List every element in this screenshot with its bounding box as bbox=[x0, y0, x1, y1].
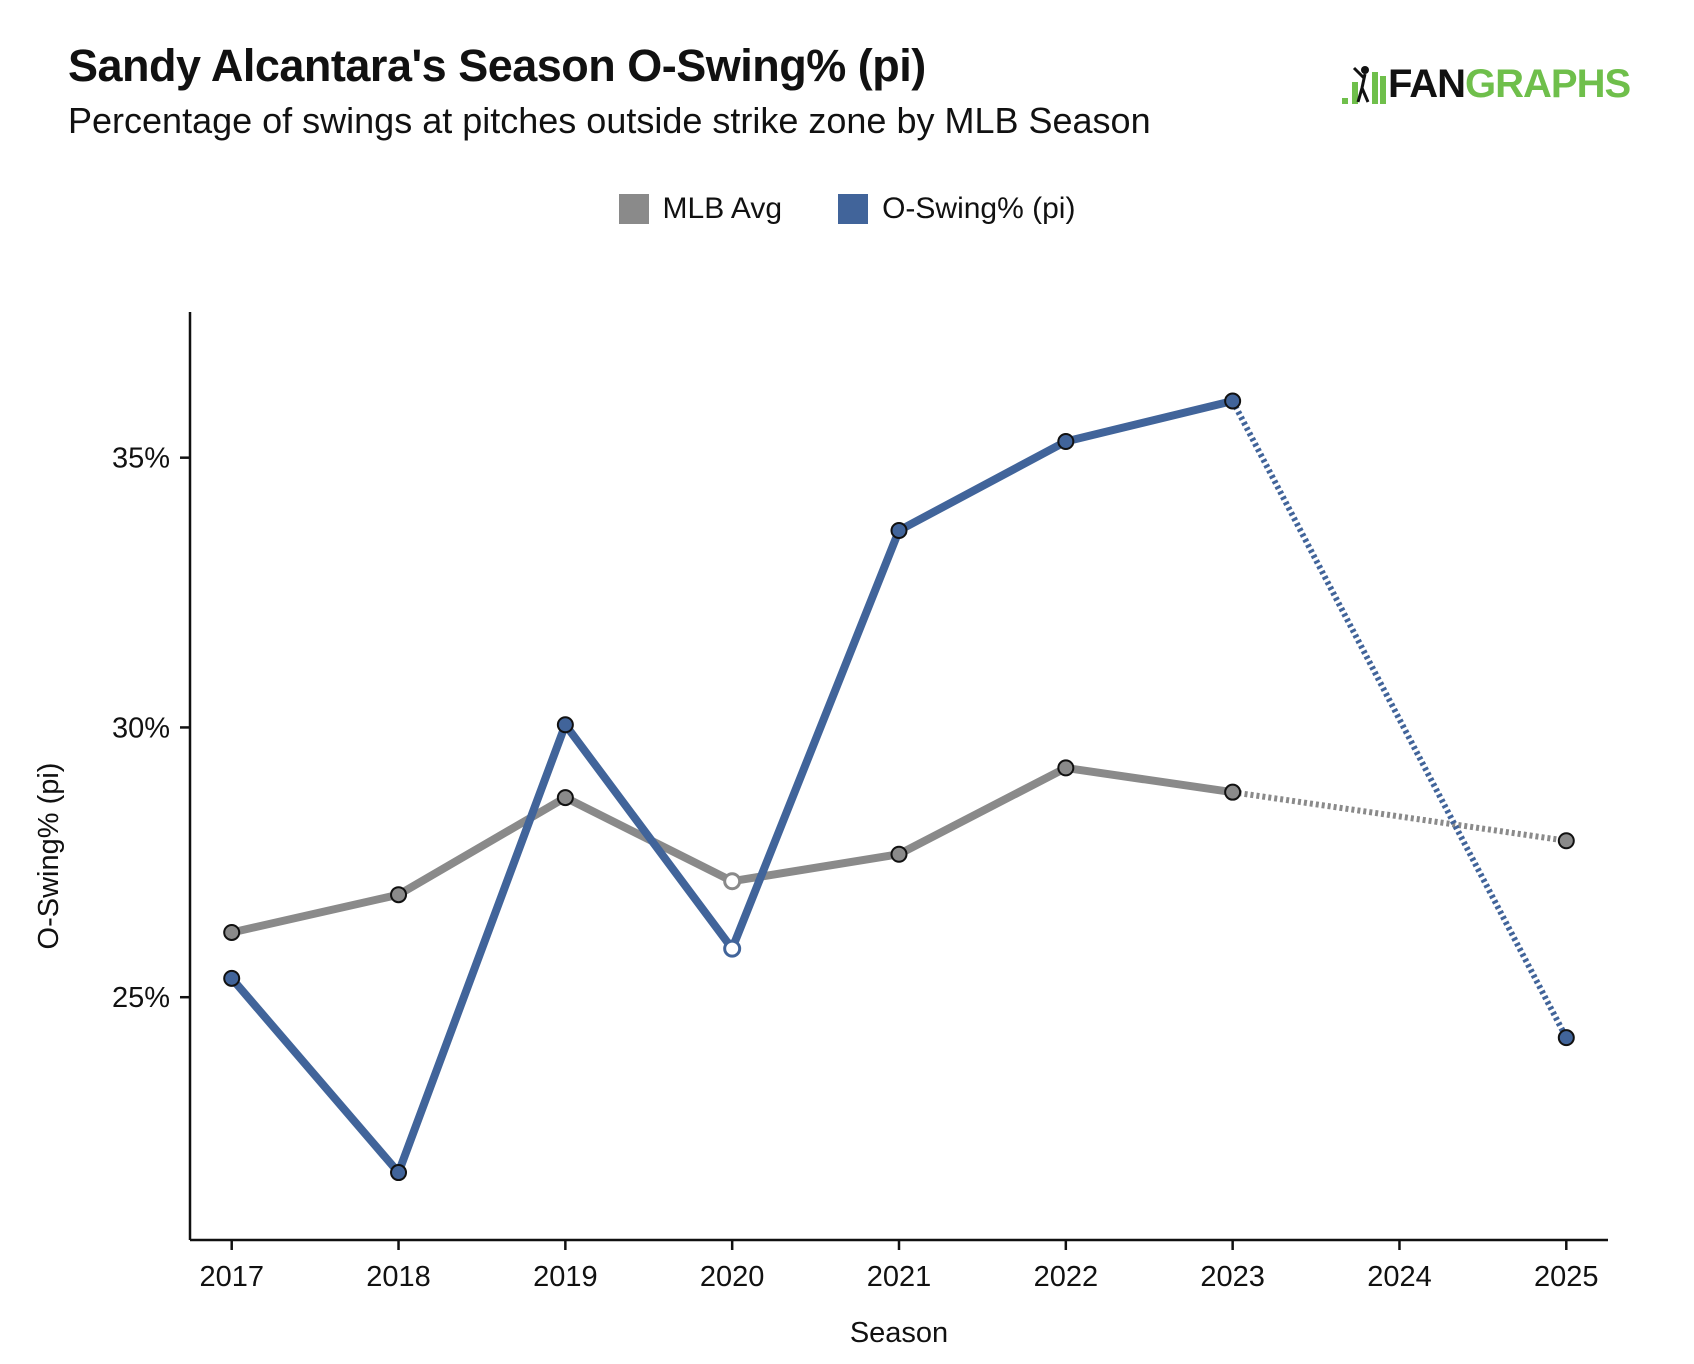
y-tick-label: 35% bbox=[112, 443, 170, 475]
series-segment-oswing bbox=[728, 526, 903, 953]
legend-item-mlb-avg: MLB Avg bbox=[618, 192, 783, 226]
legend: MLB Avg O-Swing% (pi) bbox=[0, 192, 1694, 226]
x-tick-label: 2022 bbox=[1034, 1261, 1099, 1293]
x-tick-label: 2025 bbox=[1534, 1261, 1599, 1293]
x-tick-label: 2023 bbox=[1200, 1261, 1265, 1293]
series-segment-oswing bbox=[561, 720, 737, 953]
series-segment-mlb-avg bbox=[1232, 789, 1567, 844]
data-point-mlb-avg bbox=[1557, 832, 1575, 850]
data-point-mlb-avg bbox=[1224, 783, 1242, 801]
batter-icon bbox=[1342, 66, 1386, 104]
data-point-oswing bbox=[556, 716, 574, 734]
series-segment-oswing bbox=[1061, 397, 1237, 446]
legend-label-mlb-avg: MLB Avg bbox=[662, 192, 783, 225]
data-point-oswing bbox=[390, 1164, 408, 1182]
data-point-mlb-avg bbox=[1057, 759, 1075, 777]
series-segment-oswing bbox=[394, 720, 570, 1177]
y-axis-label: O-Swing% (pi) bbox=[33, 763, 65, 950]
x-tick-label: 2019 bbox=[533, 1261, 598, 1293]
series-segment-mlb-avg bbox=[394, 793, 570, 899]
series-segment-oswing bbox=[227, 974, 403, 1177]
x-tick-label: 2020 bbox=[700, 1261, 765, 1293]
x-tick-label: 2017 bbox=[199, 1261, 264, 1293]
logo-text-fan: FAN bbox=[1388, 61, 1466, 106]
series-segment-oswing bbox=[1229, 399, 1569, 1040]
y-tick-label: 30% bbox=[112, 712, 170, 744]
fangraphs-logo: FAN GRAPHS bbox=[1340, 58, 1631, 110]
data-point-oswing bbox=[723, 939, 742, 958]
series-segment-oswing bbox=[895, 437, 1070, 535]
logo-text-graphs: GRAPHS bbox=[1465, 61, 1631, 106]
data-point-oswing bbox=[223, 969, 241, 987]
chart-title: Sandy Alcantara's Season O-Swing% (pi) bbox=[68, 40, 926, 91]
data-point-mlb-avg bbox=[723, 872, 742, 891]
chart-subtitle: Percentage of swings at pitches outside … bbox=[68, 100, 1151, 141]
data-point-oswing bbox=[1224, 392, 1242, 410]
data-point-oswing bbox=[890, 522, 908, 540]
x-tick-label: 2021 bbox=[867, 1261, 932, 1293]
data-point-oswing bbox=[1557, 1029, 1575, 1047]
data-point-mlb-avg bbox=[890, 845, 908, 863]
x-axis-label: Season bbox=[850, 1317, 948, 1349]
x-tick-label: 2024 bbox=[1367, 1261, 1432, 1293]
data-point-oswing bbox=[1057, 432, 1075, 450]
x-tick-label: 2018 bbox=[366, 1261, 431, 1293]
legend-item-oswing: O-Swing% (pi) bbox=[838, 192, 1075, 226]
series-segment-mlb-avg bbox=[227, 890, 403, 937]
y-tick-label: 25% bbox=[112, 982, 170, 1014]
series-segment-mlb-avg bbox=[895, 763, 1070, 859]
data-point-mlb-avg bbox=[390, 886, 408, 904]
legend-swatch-mlb-avg bbox=[618, 194, 649, 224]
data-point-mlb-avg bbox=[223, 923, 241, 941]
data-point-mlb-avg bbox=[556, 789, 574, 807]
legend-swatch-oswing bbox=[838, 194, 869, 224]
legend-label-oswing: O-Swing% (pi) bbox=[882, 192, 1076, 225]
series-segment-mlb-avg bbox=[1061, 763, 1237, 797]
